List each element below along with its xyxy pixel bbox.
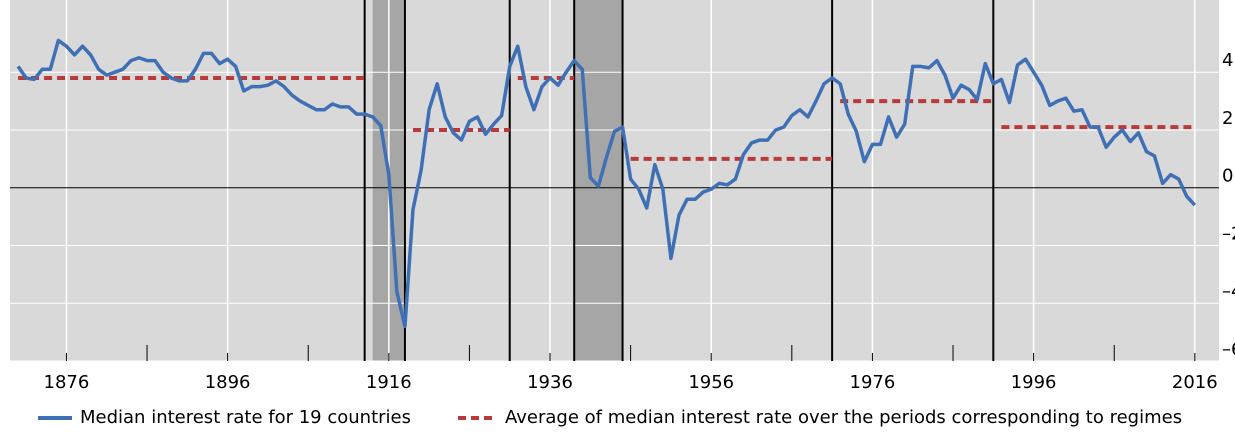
data-line <box>16 38 1197 329</box>
x-tick-label: 1996 <box>1011 372 1057 393</box>
y-tick-label: 4 <box>1222 50 1233 71</box>
x-tick-label: 1956 <box>688 372 734 393</box>
x-tick-label: 1896 <box>205 372 251 393</box>
y-tick-label: –2 <box>1222 223 1235 244</box>
y-tick-label: 2 <box>1222 108 1233 129</box>
x-tick-label: 1936 <box>527 372 573 393</box>
y-tick-label: –4 <box>1222 281 1235 302</box>
x-tick-label: 1916 <box>366 372 412 393</box>
x-tick-label: 1876 <box>44 372 90 393</box>
legend-label: Average of median interest rate over the… <box>505 407 1182 428</box>
y-tick-label: –6 <box>1222 339 1235 360</box>
x-tick-label: 1976 <box>850 372 896 393</box>
legend-label: Median interest rate for 19 countries <box>80 407 411 428</box>
x-tick-label: 2016 <box>1172 372 1218 393</box>
y-tick-label: 0 <box>1222 166 1233 187</box>
